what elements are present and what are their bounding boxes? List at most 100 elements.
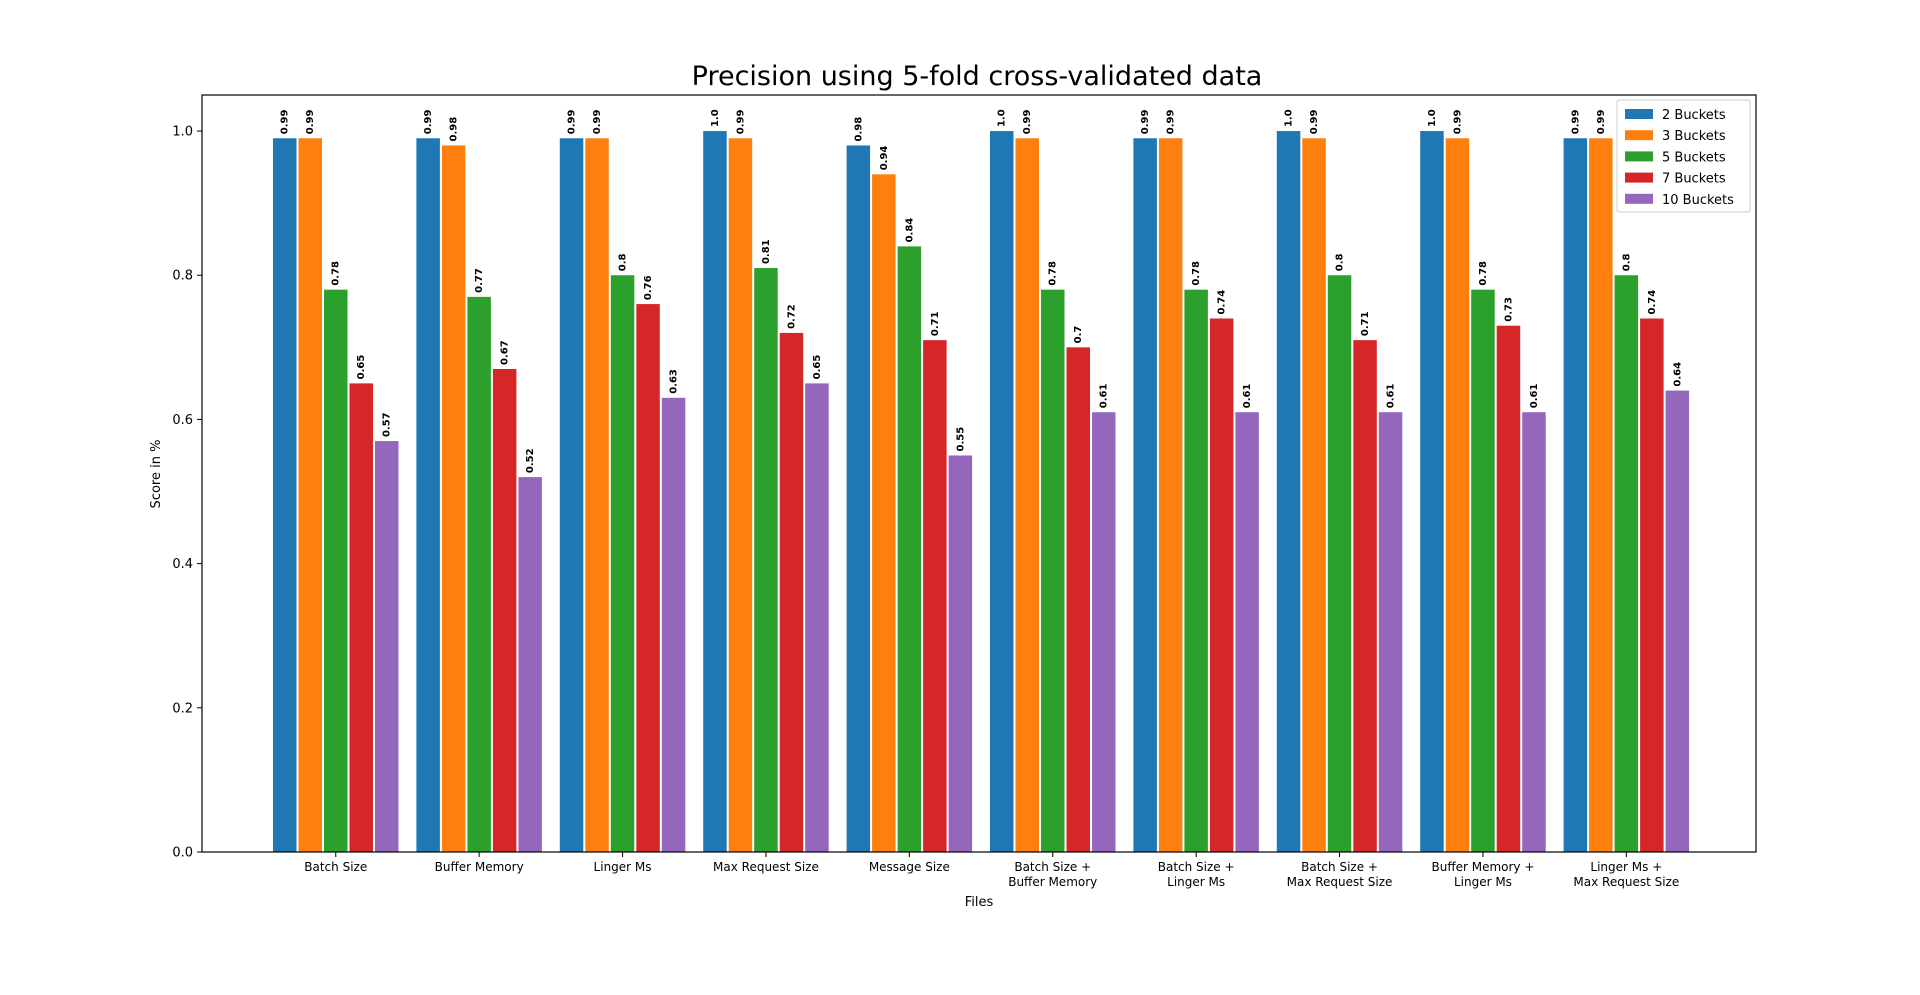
x-tick-label: Linger Ms + <box>1590 860 1662 874</box>
bar-3-buckets-7 <box>1302 138 1326 852</box>
bar-7-buckets-2 <box>636 304 660 853</box>
bar-3-buckets-5 <box>1015 138 1039 852</box>
bar-2-buckets-4 <box>846 145 871 852</box>
bar-5-buckets-5 <box>1041 289 1065 853</box>
bar-value-label: 0.99 <box>280 110 291 135</box>
bar-value-label: 0.78 <box>331 261 342 286</box>
x-tick-label: Buffer Memory + <box>1431 860 1534 874</box>
bar-3-buckets-0 <box>298 138 322 852</box>
bar-5-buckets-3 <box>754 268 778 852</box>
bar-value-label: 0.94 <box>879 146 890 171</box>
bar-value-label: 0.8 <box>618 253 629 271</box>
bars-layer <box>273 131 1690 853</box>
bar-value-label: 0.61 <box>1386 384 1397 409</box>
bar-3-buckets-9 <box>1589 138 1613 852</box>
bar-3-buckets-1 <box>441 145 466 852</box>
y-tick-label: 1.0 <box>172 125 193 140</box>
bar-value-label: 0.61 <box>1529 384 1540 409</box>
bar-value-label: 0.61 <box>1099 384 1110 409</box>
legend-swatch <box>1625 130 1653 141</box>
bar-value-label: 0.7 <box>1073 326 1084 344</box>
bar-7-buckets-8 <box>1496 325 1521 852</box>
bar-5-buckets-8 <box>1471 289 1495 853</box>
bar-value-label: 0.78 <box>1478 261 1489 286</box>
legend-swatch <box>1625 193 1653 204</box>
bar-2-buckets-7 <box>1276 131 1301 853</box>
bar-value-label: 0.72 <box>786 304 797 329</box>
x-tick-label: Linger Ms <box>1454 875 1512 889</box>
legend-label: 10 Buckets <box>1662 193 1734 208</box>
x-tick-label: Batch Size + <box>1301 860 1378 874</box>
x-tick-label: Buffer Memory <box>435 860 524 874</box>
value-labels-layer: 0.99 0.99 0.99 1.0 0.98 1.0 0.99 1.0 1.0 0.99 0.99… <box>280 109 1684 473</box>
bar-value-label: 0.8 <box>1335 253 1346 271</box>
y-tick-label: 0.6 <box>172 413 193 428</box>
bar-10-buckets-6 <box>1235 412 1259 852</box>
bar-10-buckets-4 <box>948 455 973 852</box>
bar-value-label: 0.99 <box>1022 110 1033 135</box>
bar-value-label: 0.74 <box>1217 290 1228 315</box>
bar-value-label: 0.52 <box>525 448 536 473</box>
bar-7-buckets-3 <box>779 332 804 852</box>
bar-5-buckets-4 <box>897 246 922 852</box>
bar-value-label: 0.78 <box>1191 261 1202 286</box>
bar-value-label: 1.0 <box>1427 109 1438 127</box>
bar-5-buckets-7 <box>1327 275 1352 852</box>
bar-10-buckets-9 <box>1665 390 1690 852</box>
legend-swatch <box>1625 151 1653 162</box>
y-tick-label: 0.2 <box>172 701 193 716</box>
legend-label: 7 Buckets <box>1662 172 1726 187</box>
bar-value-label: 0.74 <box>1647 290 1658 315</box>
chart-title: Precision using 5-fold cross-validated d… <box>692 61 1263 92</box>
legend: 2 Buckets 3 Buckets 5 Buckets 7 Buckets 10 B… <box>1616 99 1751 213</box>
bar-2-buckets-3 <box>703 131 727 853</box>
bar-value-label: 0.99 <box>567 110 578 135</box>
bar-10-buckets-5 <box>1092 412 1116 852</box>
x-tick-label: Max Request Size <box>1287 875 1393 889</box>
bar-value-label: 0.71 <box>930 311 941 336</box>
bar-5-buckets-0 <box>324 289 348 853</box>
x-tick-label: Message Size <box>869 860 950 874</box>
legend-swatch <box>1625 172 1653 183</box>
x-tick-label: Batch Size <box>304 860 367 874</box>
x-axis-label: Files <box>965 895 994 910</box>
bar-10-buckets-0 <box>375 441 399 852</box>
bar-3-buckets-6 <box>1158 138 1183 852</box>
bar-2-buckets-2 <box>559 138 584 852</box>
plot-frame <box>201 94 1757 853</box>
x-tick-label: Linger Ms <box>1167 875 1225 889</box>
bar-2-buckets-5 <box>990 131 1014 853</box>
bar-3-buckets-3 <box>728 138 753 852</box>
bar-10-buckets-1 <box>518 477 542 852</box>
bar-value-label: 0.99 <box>1140 110 1151 135</box>
x-tick-label: Linger Ms <box>594 860 652 874</box>
bar-value-label: 0.84 <box>904 218 915 243</box>
bar-5-buckets-9 <box>1614 275 1639 852</box>
bar-value-label: 0.99 <box>1309 110 1320 135</box>
bar-value-label: 0.65 <box>356 355 367 380</box>
bar-value-label: 0.61 <box>1242 384 1253 409</box>
bar-7-buckets-5 <box>1066 347 1090 852</box>
bar-value-label: 0.64 <box>1672 362 1683 387</box>
x-tick-label: Max Request Size <box>1573 875 1679 889</box>
x-tick-label: Batch Size + <box>1158 860 1235 874</box>
bar-7-buckets-4 <box>923 340 947 852</box>
bar-value-label: 0.99 <box>1452 110 1463 135</box>
bar-value-label: 0.71 <box>1360 311 1371 336</box>
bar-2-buckets-8 <box>1420 131 1444 853</box>
bar-value-label: 0.99 <box>1166 110 1177 135</box>
legend-label: 2 Buckets <box>1662 108 1726 123</box>
bar-value-label: 1.0 <box>997 109 1008 127</box>
y-axis: 0.0 0.2 0.4 0.6 0.8 1.0 <box>172 125 202 861</box>
bar-10-buckets-3 <box>805 383 829 852</box>
bar-3-buckets-8 <box>1445 138 1470 852</box>
x-tick-label: Buffer Memory <box>1008 875 1097 889</box>
bar-5-buckets-1 <box>467 296 491 852</box>
bar-7-buckets-7 <box>1353 340 1377 852</box>
x-tick-label: Batch Size + <box>1014 860 1091 874</box>
bar-value-label: 0.63 <box>669 369 680 394</box>
x-axis: Batch Size Buffer Memory Linger Ms Max Requ… <box>304 852 1679 889</box>
bar-2-buckets-0 <box>273 138 297 852</box>
bar-5-buckets-6 <box>1184 289 1208 853</box>
bar-value-label: 0.99 <box>592 110 603 135</box>
